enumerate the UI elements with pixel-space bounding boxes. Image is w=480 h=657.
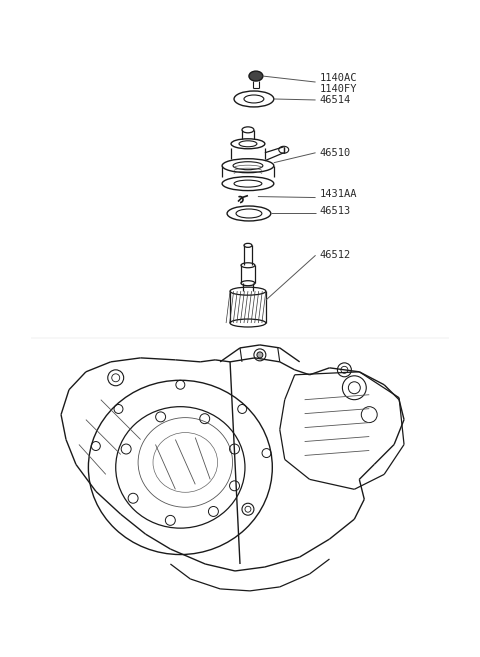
Text: 1431AA: 1431AA bbox=[320, 189, 357, 198]
Circle shape bbox=[257, 352, 263, 358]
Text: 46512: 46512 bbox=[320, 250, 351, 260]
Text: 1140AC: 1140AC bbox=[320, 73, 357, 83]
Text: 46514: 46514 bbox=[320, 95, 351, 105]
Text: 46510: 46510 bbox=[320, 148, 351, 158]
Text: 46513: 46513 bbox=[320, 206, 351, 215]
Text: 1140FY: 1140FY bbox=[320, 84, 357, 94]
Ellipse shape bbox=[249, 71, 263, 81]
